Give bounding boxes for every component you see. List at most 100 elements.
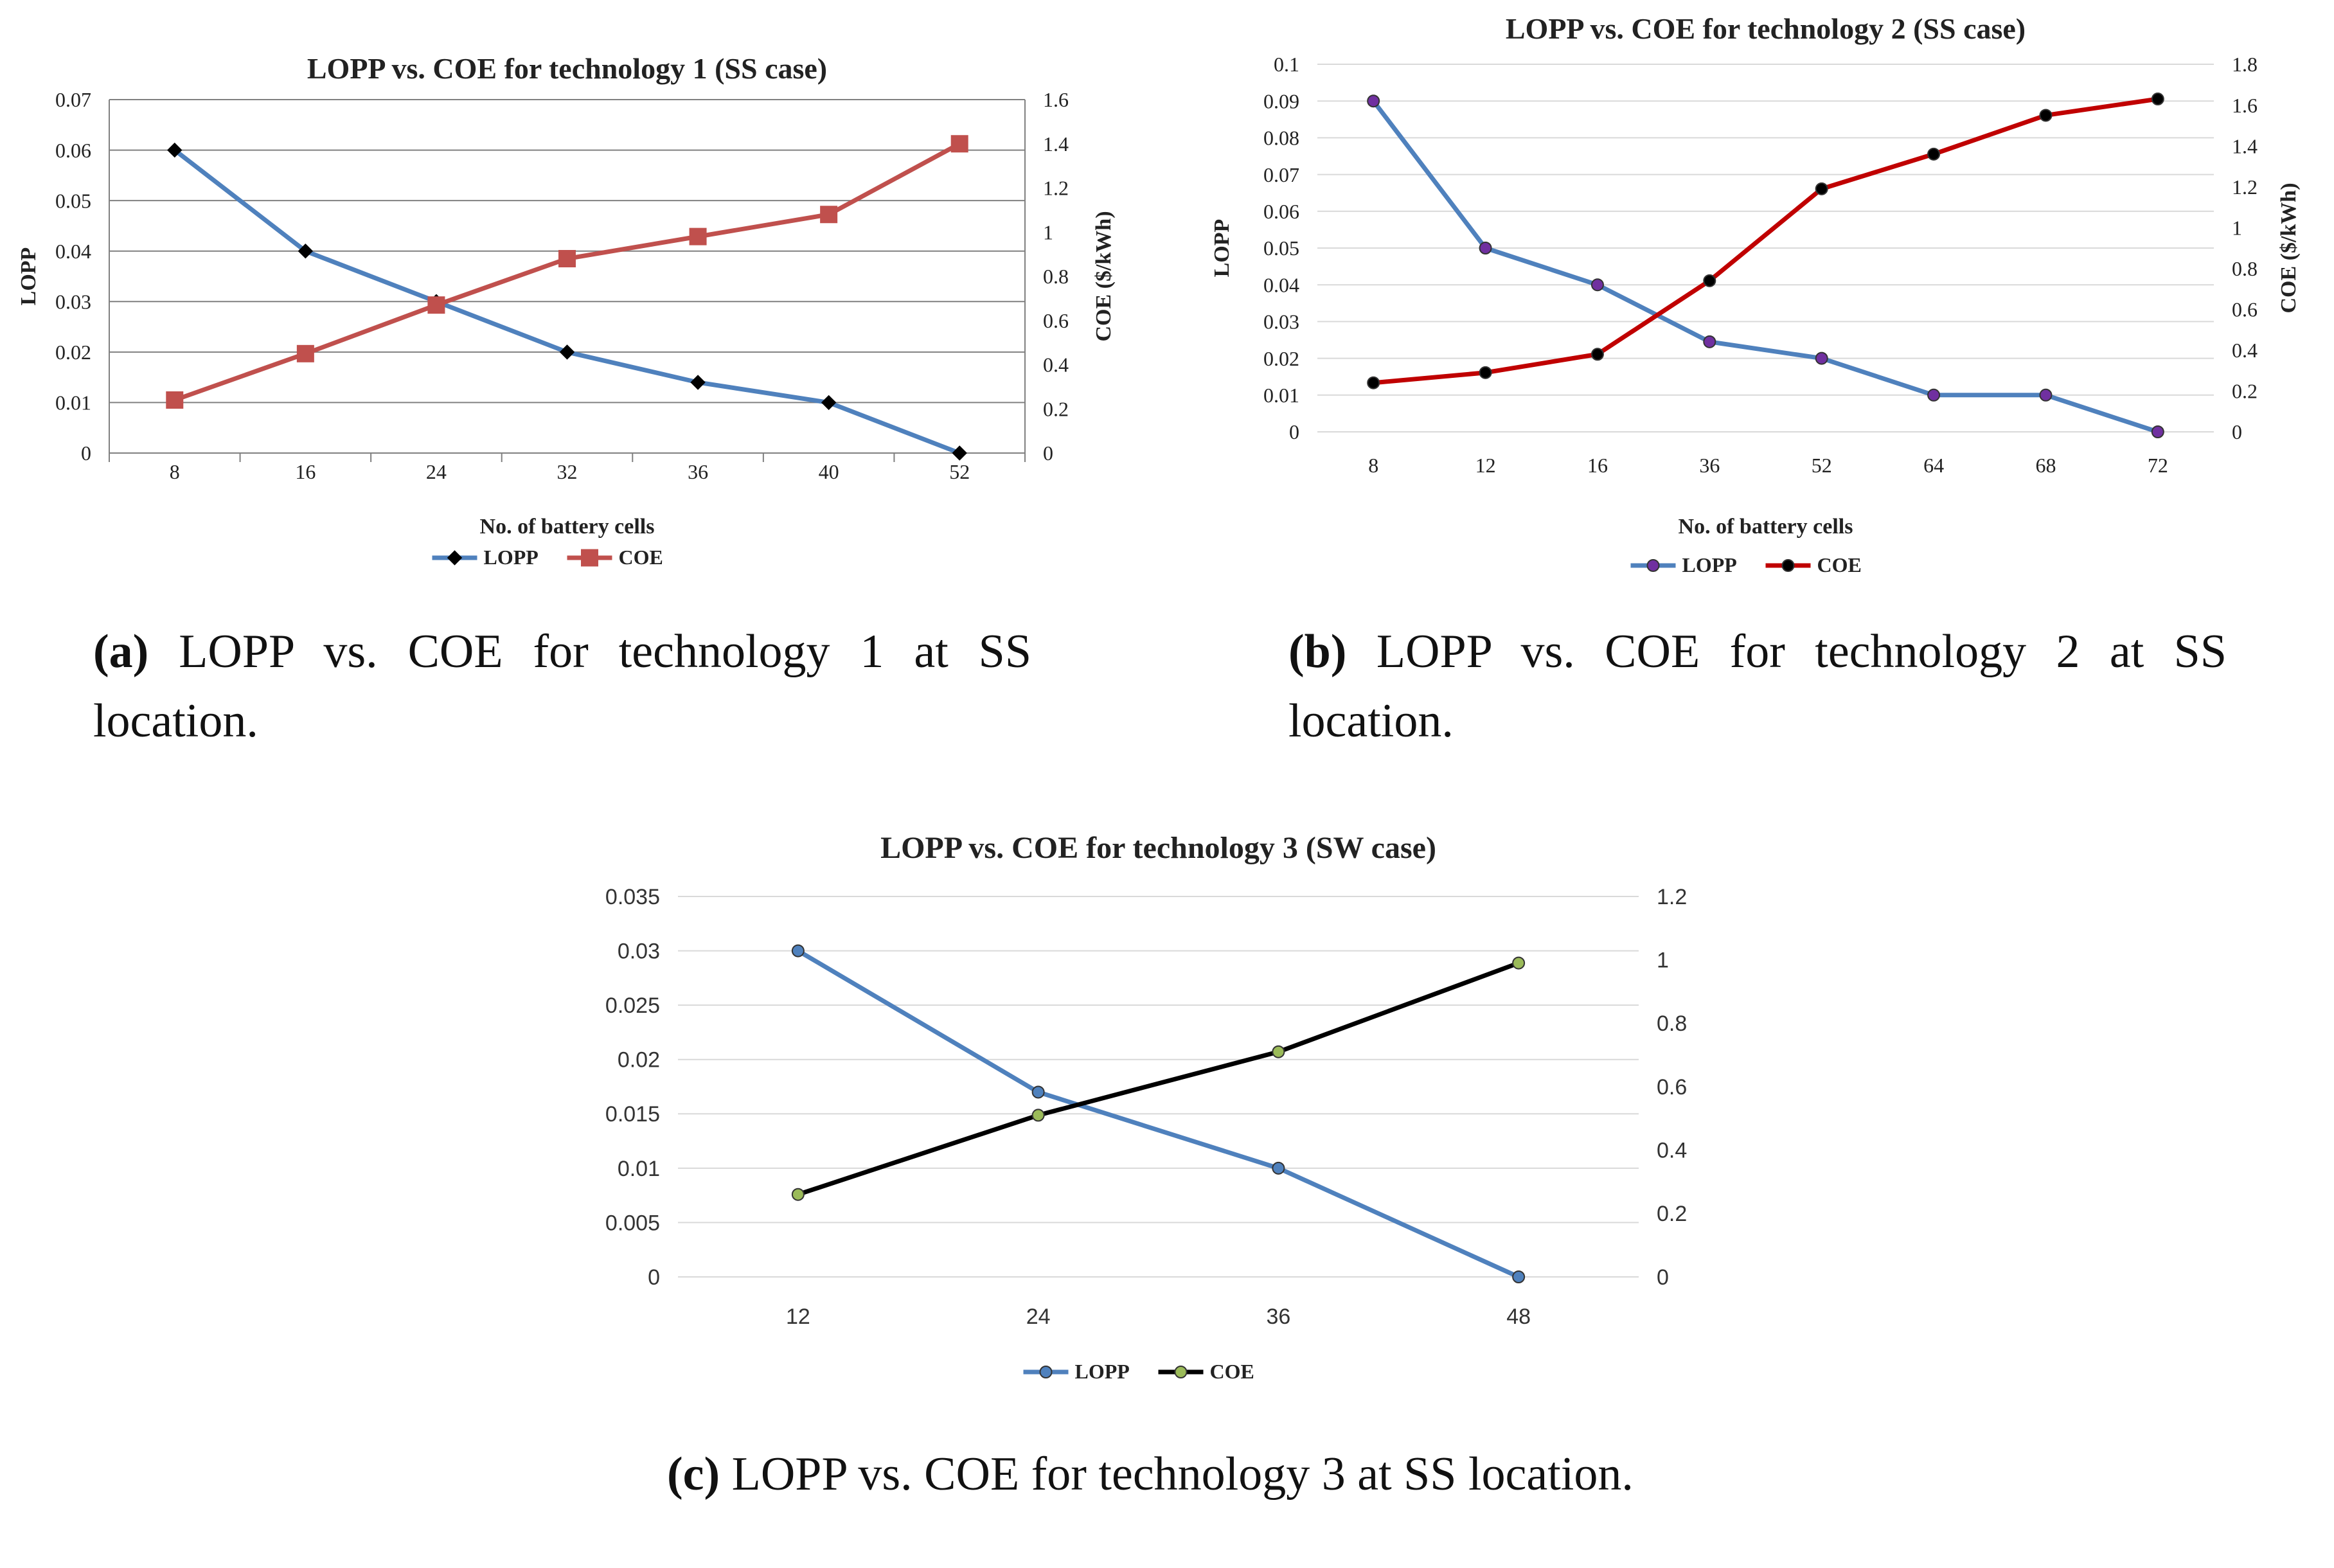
y2-axis-label: COE ($/kWh) [1092,211,1116,341]
y-tick-label: 0.02 [1263,347,1299,370]
lopp-series-line [797,949,1520,1279]
x-tick-label: 52 [949,460,970,483]
y2-tick-label: 0.2 [1657,1202,1687,1226]
lopp-data-point [821,395,837,411]
y-tick-label: 0.01 [55,391,91,414]
coe-data-point [820,206,838,224]
chart-a: LOPP vs. COE for technology 1 (SS case) 0… [17,52,1116,569]
y-tick-label: 0 [648,1265,660,1290]
y-tick-label: 0.015 [605,1102,660,1127]
y2-tick-label: 1.4 [2232,134,2258,157]
x-tick-label: 24 [426,460,447,483]
x-tick-label: 12 [786,1305,810,1329]
y2-tick-label: 0.2 [2232,380,2258,403]
y2-tick-label: 1.8 [2232,53,2258,76]
lopp-data-point [298,244,314,259]
coe-data-point [1815,182,1828,195]
y2-tick-label: 1.6 [2232,94,2258,117]
y-tick-label: 0.01 [1263,384,1299,407]
legend-marker-lopp [447,550,463,566]
x-tick-label: 52 [1812,454,1832,477]
coe-data-point [1927,147,1941,161]
y-tick-label: 0 [81,441,91,465]
caption-b: (b) LOPP vs. COE for technology 2 at SS … [1288,617,2227,756]
caption-c: (c) LOPP vs. COE for technology 3 at SS … [667,1439,1657,1509]
y-tick-label: 0.035 [605,885,660,909]
y-tick-label: 0.07 [1263,163,1299,186]
y-tick-label: 0.005 [605,1211,660,1235]
coe-data-point [166,391,184,409]
x-tick-label: 32 [557,460,578,483]
x-tick-label: 36 [688,460,708,483]
chart-title: LOPP vs. COE for technology 1 (SS case) [307,52,827,85]
y-axis-label: LOPP [17,247,40,306]
x-tick-label: 68 [2035,454,2056,477]
caption-b-text: LOPP vs. COE for technology 2 at SS loca… [1288,625,2227,747]
lopp-data-point [1479,242,1492,254]
lopp-data-point [791,944,805,958]
chart-panel-a: LOPP vs. COE for technology 1 (SS case) 0… [0,0,1131,591]
x-tick-label: 24 [1026,1305,1051,1329]
y-tick-label: 0.1 [1274,53,1299,76]
coe-data-point [2151,93,2164,106]
caption-b-tag: (b) [1288,625,1347,678]
y2-tick-label: 1.4 [1043,132,1069,156]
y-tick-label: 0.09 [1263,89,1299,112]
y2-tick-label: 0 [1657,1265,1669,1290]
y2-tick-label: 0.6 [1043,309,1069,332]
y-tick-label: 0.01 [618,1157,660,1181]
legend-marker-coe [1781,559,1795,572]
lopp-data-point [1272,1161,1285,1175]
y-tick-label: 0.02 [55,341,91,364]
lopp-data-point [1590,278,1604,292]
coe-series-line [1373,96,2159,386]
caption-c-text: LOPP vs. COE for technology 3 at SS loca… [731,1448,1634,1501]
lopp-series-line [1371,100,2159,434]
y-tick-label: 0.05 [1263,236,1299,260]
coe-data-point [1590,348,1604,361]
y2-tick-label: 1 [2232,216,2242,239]
lopp-data-point [2039,388,2053,402]
y-tick-label: 0.03 [1263,310,1299,334]
lopp-data-point [690,375,706,390]
legend-label-lopp: LOPP [1682,553,1737,576]
x-axis-label: No. of battery cells [480,515,655,539]
legend-marker-lopp [1646,559,1660,572]
lopp-data-point [1703,335,1716,348]
x-tick-label: 48 [1506,1305,1531,1329]
y-tick-label: 0.08 [1263,127,1299,150]
y2-tick-label: 0.4 [2232,339,2258,362]
legend-marker-lopp [1039,1366,1053,1378]
coe-data-point [1272,1045,1285,1058]
chart-panel-c: LOPP vs. COE for technology 3 (SW case) 0… [566,803,1774,1414]
coe-series-line [797,961,1520,1197]
coe-data-point [558,250,576,267]
caption-c-tag: (c) [667,1448,720,1501]
coe-data-point [689,227,707,245]
legend-label-coe: COE [1210,1360,1254,1383]
y2-axis-label: COE ($/kWh) [2277,183,2301,313]
y2-tick-label: 0.8 [2232,257,2258,280]
coe-data-point [296,344,314,362]
caption-a: (a) LOPP vs. COE for technology 1 at SS … [93,617,1031,756]
chart-c: LOPP vs. COE for technology 3 (SW case) 0… [605,831,1687,1383]
lopp-data-point [952,445,967,461]
coe-data-point [950,135,968,153]
caption-a-tag: (a) [93,625,149,678]
y-tick-label: 0.06 [55,139,91,162]
coe-data-point [1367,376,1380,389]
x-tick-label: 16 [1587,454,1608,477]
y2-tick-label: 0.6 [1657,1075,1687,1100]
legend-label-coe: COE [1817,553,1862,576]
lopp-data-point [1815,352,1828,365]
y2-tick-label: 1.2 [1043,177,1069,200]
x-tick-label: 40 [819,460,839,483]
y2-tick-label: 0 [1043,441,1053,465]
y2-tick-label: 0.8 [1043,265,1069,288]
y2-tick-label: 1 [1657,949,1669,973]
coe-data-point [1703,274,1716,287]
y-tick-label: 0.03 [618,939,660,963]
legend-label-lopp: LOPP [484,546,539,569]
y2-tick-label: 1.2 [1657,885,1687,909]
coe-data-point [791,1188,805,1201]
